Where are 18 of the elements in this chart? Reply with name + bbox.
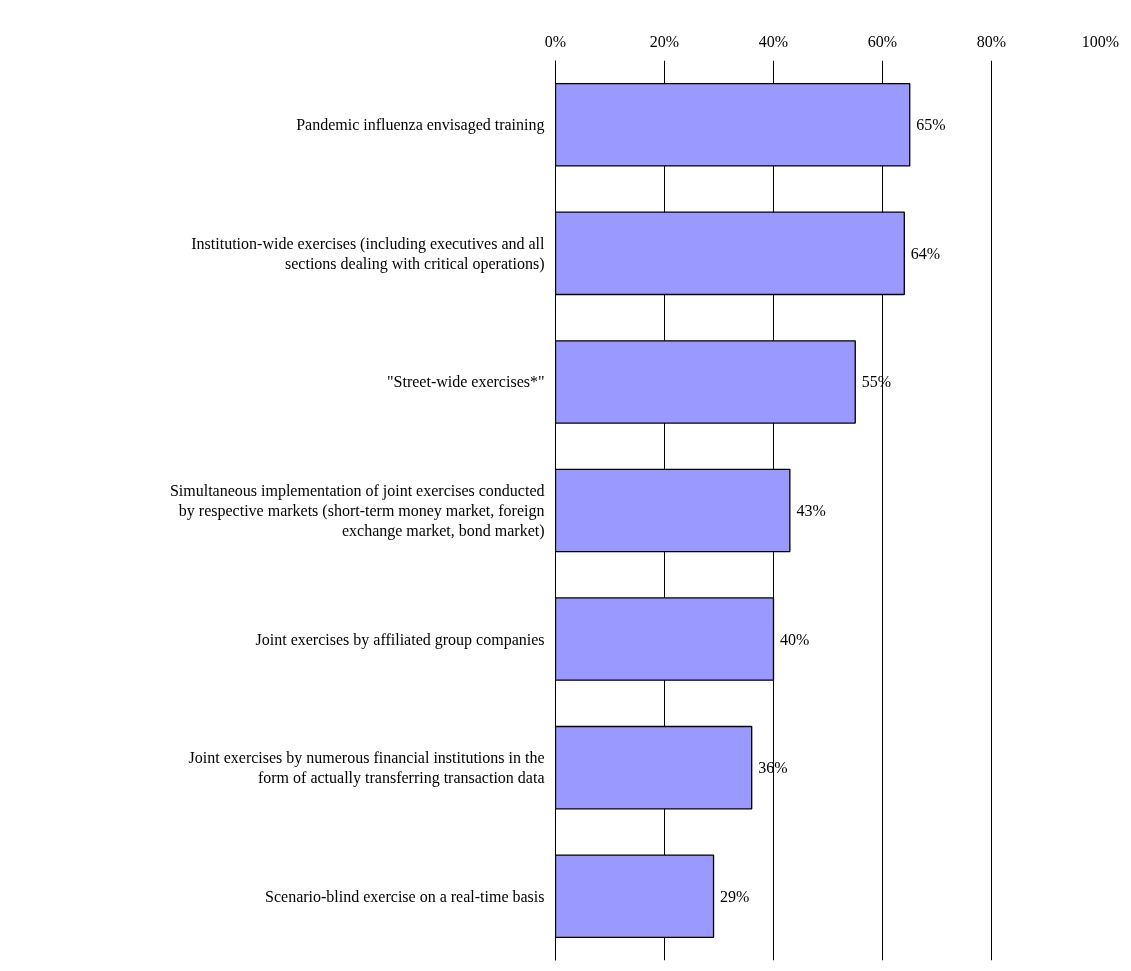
y-tick-label: Institution-wide exercises (including executives and all sections dealing with critical operations) xyxy=(191,234,546,274)
x-tick-label: 60% xyxy=(867,32,898,50)
data-label: 43% xyxy=(796,502,826,519)
y-tick-label: Simultaneous implementation of joint exercises conducted by respective markets (short-term money market, foreign exchange market, bond market) xyxy=(169,481,545,541)
y-tick-label: "Street-wide exercises*" xyxy=(387,373,545,391)
x-tick-label: 20% xyxy=(649,32,680,50)
data-label: 29% xyxy=(720,887,750,905)
x-tick-label: 40% xyxy=(758,32,789,50)
x-tick-label: 80% xyxy=(976,32,1007,50)
y-tick-label: Scenario-blind exercise on a real-time basis xyxy=(265,887,545,905)
x-tick-label: 100% xyxy=(1081,32,1120,50)
data-label: 65% xyxy=(916,116,946,134)
y-tick-label: Joint exercises by numerous financial institutions in the form of actually transferring transaction data xyxy=(188,748,545,788)
y-tick-label: Joint exercises by affiliated group companies xyxy=(255,630,545,649)
data-label: 40% xyxy=(780,630,810,648)
data-label: 64% xyxy=(910,244,941,262)
x-tick-label: 0% xyxy=(544,32,567,50)
y-tick-label: Pandemic influenza envisaged training xyxy=(296,116,545,135)
